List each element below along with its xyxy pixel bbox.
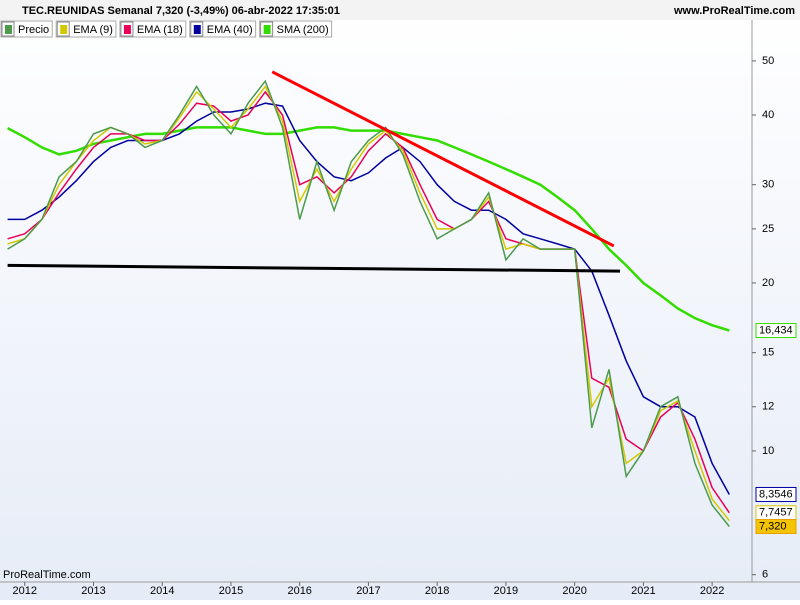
- y-tick-label: 20: [762, 277, 774, 289]
- y-tick-label: 50: [762, 55, 774, 67]
- x-tick-label: 2022: [700, 585, 724, 597]
- trendline: [271, 70, 615, 248]
- legend-label: EMA (9): [73, 24, 113, 36]
- x-tick-label: 2012: [13, 585, 37, 597]
- legend-swatch: [123, 25, 131, 34]
- price-tag-label: 7,7457: [759, 507, 793, 519]
- y-tick-label: 12: [762, 401, 774, 413]
- legend-swatch: [60, 25, 68, 34]
- y-tick-label: 30: [762, 179, 774, 191]
- legend-frame: [259, 20, 333, 38]
- legend-label: SMA (200): [277, 24, 329, 36]
- series-line: [7, 126, 730, 332]
- legend-frame: [0, 20, 53, 38]
- legend-frame: [119, 20, 187, 38]
- watermark: ProRealTime.com: [3, 569, 91, 581]
- legend-swatch: [193, 25, 201, 34]
- x-tick-label: 2015: [219, 585, 243, 597]
- price-tag-label: 16,434: [759, 324, 793, 336]
- y-tick-label: 6: [762, 569, 768, 581]
- chart-title: TEC.REUNIDAS Semanal 7,320 (-3,49%) 06-a…: [22, 5, 340, 17]
- price-tag-label: 8,3546: [759, 488, 793, 500]
- legend-swatch: [5, 25, 12, 34]
- x-tick-label: 2016: [287, 585, 311, 597]
- series-line: [7, 102, 730, 495]
- x-tick-label: 2018: [425, 585, 449, 597]
- source: www.ProRealTime.com: [673, 5, 795, 17]
- y-tick-label: 40: [762, 109, 774, 121]
- legend-swatch: [263, 25, 271, 34]
- price-tag: [755, 519, 797, 535]
- legend-frame: [55, 20, 117, 38]
- x-tick-label: 2021: [631, 585, 655, 597]
- legend-label: Precio: [18, 24, 49, 36]
- y-tick-label: 25: [762, 223, 774, 235]
- y-tick-label: 15: [762, 347, 774, 359]
- x-tick-label: 2019: [494, 585, 518, 597]
- legend-label: EMA (18): [137, 24, 183, 36]
- price-tag-label: 7,320: [759, 520, 787, 532]
- x-tick-label: 2014: [150, 585, 174, 597]
- legend-frame: [189, 20, 257, 38]
- x-tick-label: 2020: [562, 585, 586, 597]
- series-line: [7, 79, 730, 527]
- trendline: [7, 263, 621, 273]
- x-tick-label: 2017: [356, 585, 380, 597]
- header-bar: [0, 0, 800, 20]
- legend-label: EMA (40): [207, 24, 253, 36]
- price-tag: [755, 486, 797, 502]
- y-tick-label: 10: [762, 445, 774, 457]
- price-tag: [755, 323, 797, 339]
- x-tick-label: 2013: [81, 585, 105, 597]
